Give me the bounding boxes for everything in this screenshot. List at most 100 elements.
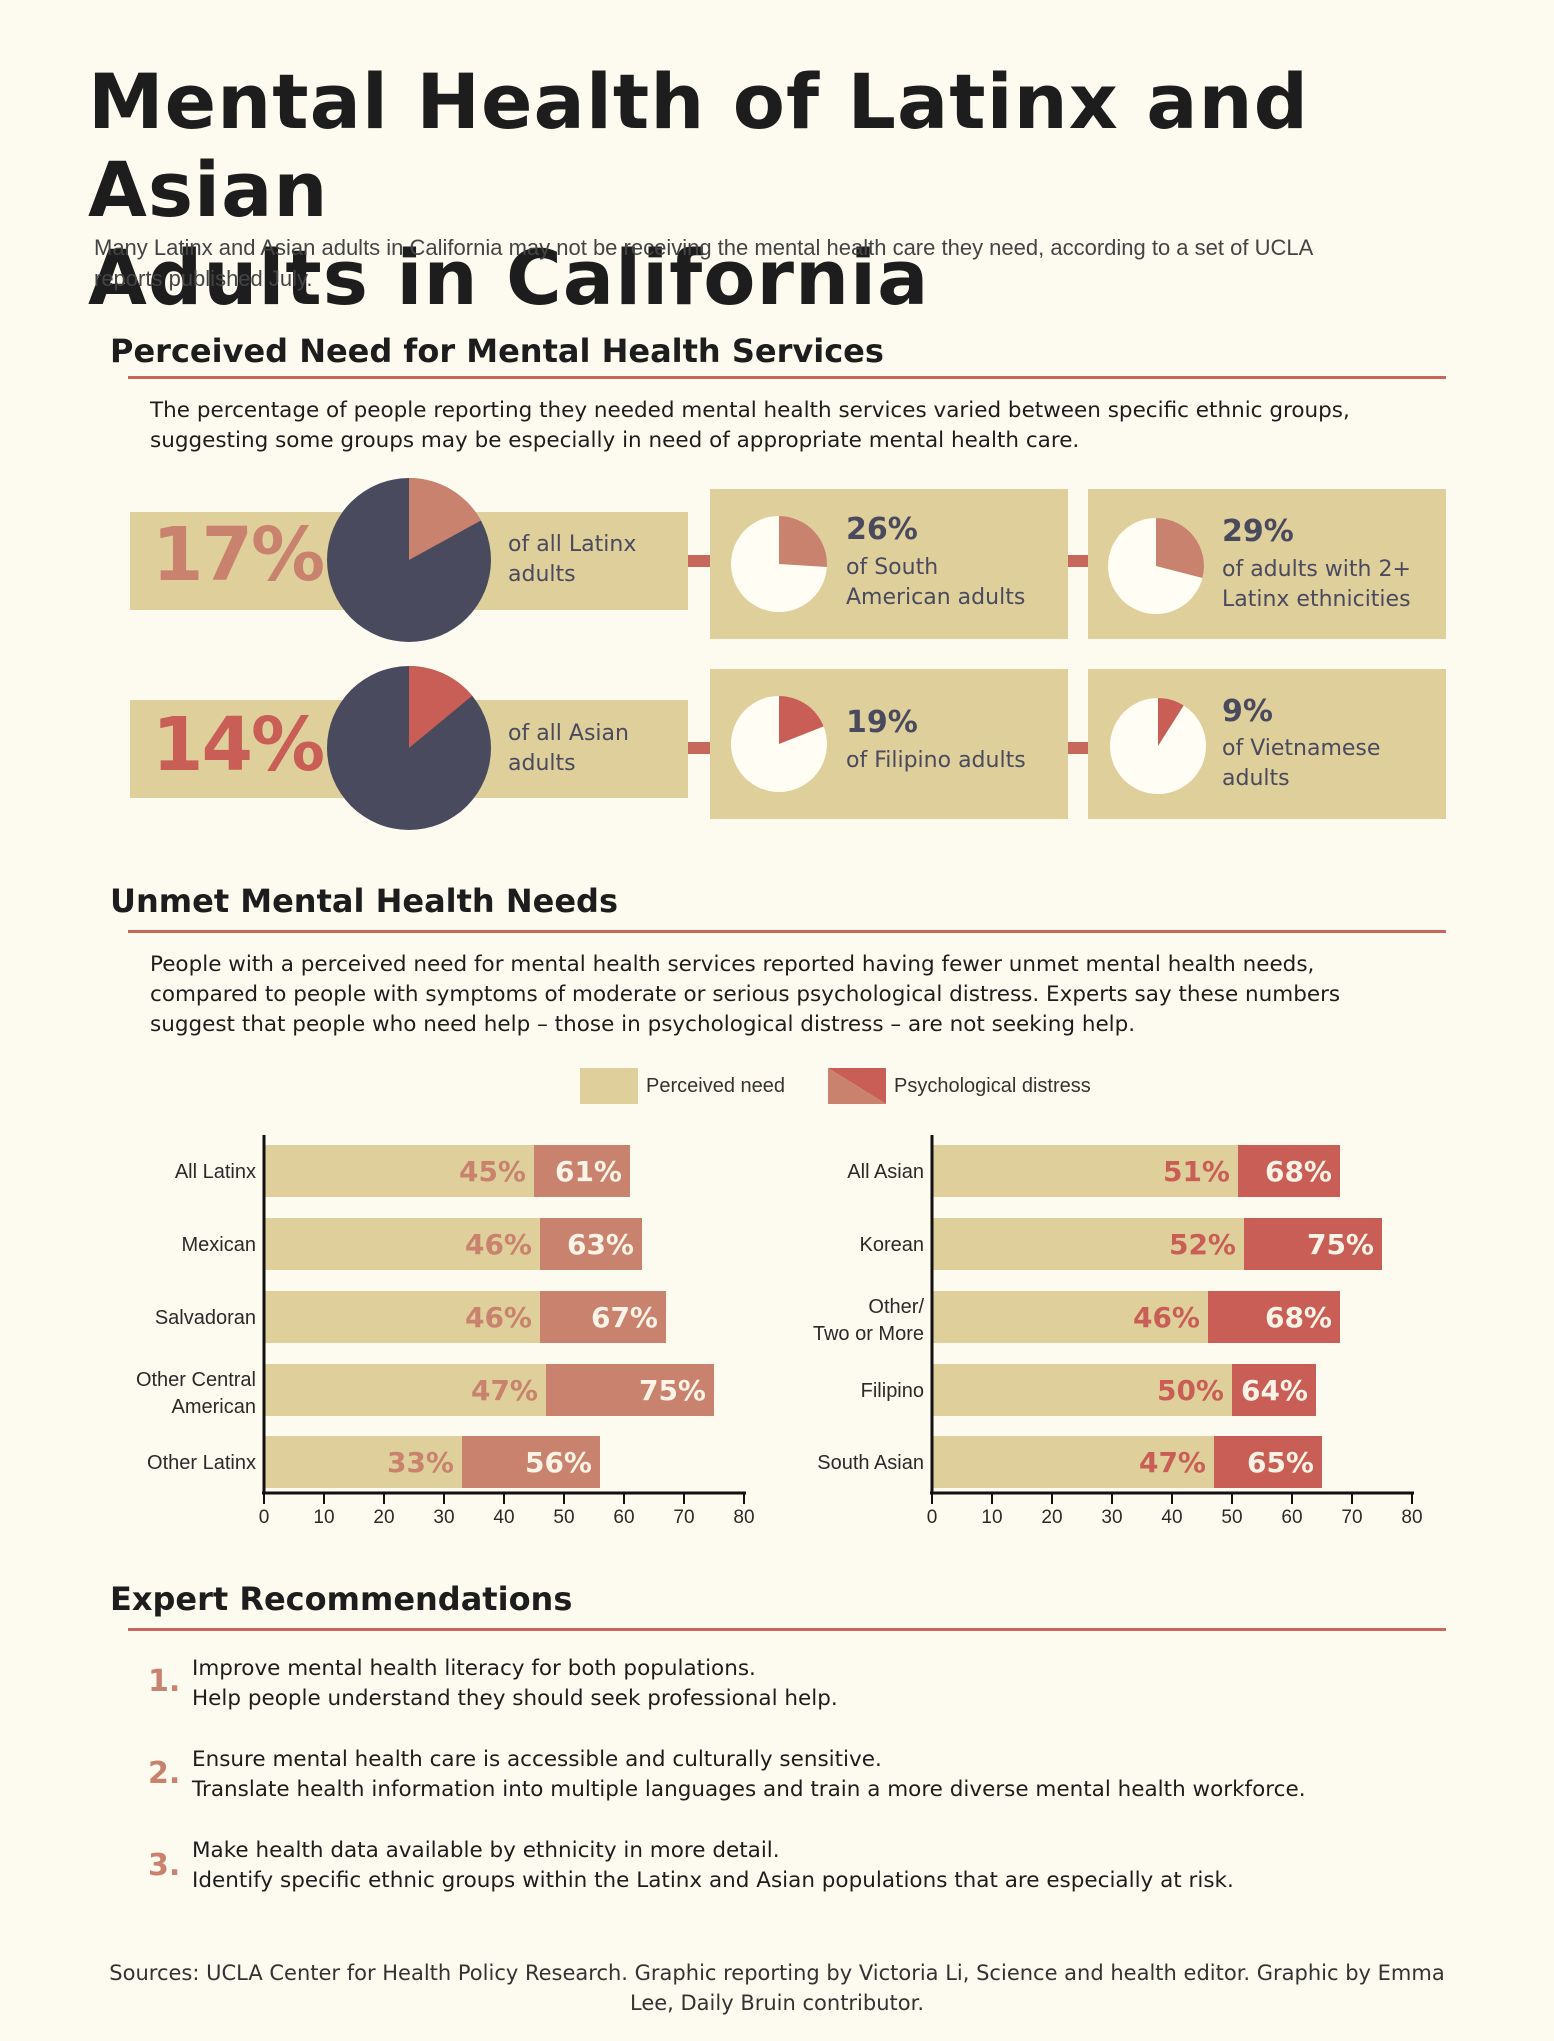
pie-slice (409, 666, 473, 748)
data-label-perceived: 47% (1139, 1446, 1206, 1479)
legend-label-perceived: Perceived need (646, 1075, 785, 1097)
section-rule (128, 1628, 1446, 1631)
bar-psychological-distress (462, 1436, 600, 1488)
x-tick-label: 70 (1341, 1507, 1362, 1528)
latinx-main-percent: 17% (152, 512, 325, 598)
latinx-2plus-label: of adults with 2+ Latinx ethnicities (1222, 557, 1411, 612)
x-tick-label: 30 (1101, 1507, 1122, 1528)
data-label-distress: 63% (567, 1228, 634, 1261)
bar-perceived-need (932, 1436, 1214, 1488)
connector (1068, 555, 1088, 567)
bar-perceived-need (932, 1291, 1208, 1343)
vietnamese-percent: 9% (1222, 694, 1273, 729)
data-label-perceived: 47% (471, 1374, 538, 1407)
section-description-perceived-need: The percentage of people reporting they … (150, 398, 1350, 453)
data-label-distress: 61% (555, 1155, 622, 1188)
category-label: Other Central (136, 1369, 256, 1391)
x-tick-label: 0 (927, 1507, 938, 1528)
recommendation-line-1: Ensure mental health care is accessible … (192, 1747, 882, 1772)
category-label: Korean (860, 1234, 925, 1256)
data-label-perceived: 52% (1169, 1228, 1236, 1261)
data-label-distress: 75% (639, 1374, 706, 1407)
connector (688, 742, 710, 754)
data-label-perceived: 50% (1157, 1374, 1224, 1407)
category-label: All Latinx (175, 1161, 256, 1183)
vietnamese-label: of Vietnamese adults (1222, 736, 1381, 791)
bar-perceived-need (932, 1145, 1238, 1197)
data-label-perceived: 46% (465, 1301, 532, 1334)
bar-perceived-need (264, 1364, 546, 1416)
bar-psychological-distress (540, 1291, 666, 1343)
legend-label-distress: Psychological distress (894, 1075, 1091, 1097)
recommendation-line-2: Help people understand they should seek … (192, 1686, 838, 1711)
latinx-2plus-percent: 29% (1222, 514, 1294, 549)
bar-psychological-distress (1232, 1364, 1316, 1416)
title-line-2: Adults in California (88, 233, 930, 322)
legend-swatch-salmon (828, 1068, 886, 1104)
pie-slice (779, 696, 824, 744)
latinx-main-pie (327, 478, 491, 642)
data-label-perceived: 51% (1163, 1155, 1230, 1188)
recommendation-text: Make health data available by ethnicity … (192, 1836, 1442, 1896)
latinx-2plus-pie (1108, 518, 1204, 614)
section-heading-perceived-need: Perceived Need for Mental Health Service… (110, 332, 884, 370)
pie-slice (1156, 518, 1204, 578)
recommendation-text: Ensure mental health care is accessible … (192, 1745, 1442, 1805)
category-label: Mexican (182, 1234, 256, 1256)
x-tick-label: 20 (1041, 1507, 1062, 1528)
x-tick-label: 10 (313, 1507, 334, 1528)
x-tick-label: 50 (553, 1507, 574, 1528)
x-tick-label: 10 (981, 1507, 1002, 1528)
filipino-percent: 19% (846, 705, 918, 740)
recommendation-number: 1. (148, 1664, 181, 1699)
section-heading-unmet-needs: Unmet Mental Health Needs (110, 882, 618, 920)
legend-swatch-perceived (580, 1068, 638, 1104)
south-american-percent: 26% (846, 512, 918, 547)
category-label: Filipino (861, 1380, 924, 1402)
pie-slice (409, 478, 481, 560)
filipino-label: of Filipino adults (846, 748, 1026, 773)
recommendation-line-2: Identify specific ethnic groups within t… (192, 1868, 1234, 1893)
south-american-pie (731, 516, 828, 612)
legend-swatch-distress (828, 1068, 886, 1104)
x-tick-label: 60 (1281, 1507, 1302, 1528)
bar-perceived-need (264, 1145, 534, 1197)
category-label: All Asian (847, 1161, 924, 1183)
data-label-distress: 65% (1247, 1446, 1314, 1479)
asian-main-label: of all Asian adults (508, 721, 629, 776)
data-label-perceived: 33% (387, 1446, 454, 1479)
data-label-perceived: 45% (459, 1155, 526, 1188)
category-label: American (172, 1396, 256, 1418)
bar-psychological-distress (546, 1364, 714, 1416)
title-line-1: Mental Health of Latinx and Asian (88, 57, 1309, 234)
recommendation-line-1: Make health data available by ethnicity … (192, 1838, 780, 1863)
data-label-perceived: 46% (1133, 1301, 1200, 1334)
data-label-distress: 64% (1241, 1374, 1308, 1407)
category-label: Other Latinx (147, 1452, 256, 1474)
bar-perceived-need (264, 1436, 462, 1488)
connector (688, 555, 710, 567)
data-label-distress: 68% (1265, 1301, 1332, 1334)
category-label: Other/ (868, 1296, 924, 1318)
connector (1068, 742, 1088, 754)
data-label-distress: 56% (525, 1446, 592, 1479)
recommendation-text: Improve mental health literacy for both … (192, 1654, 1442, 1714)
data-label-distress: 68% (1265, 1155, 1332, 1188)
vietnamese-pie (1110, 698, 1206, 794)
category-label: Two or More (813, 1323, 924, 1345)
section-description-unmet-needs: People with a perceived need for mental … (150, 952, 1341, 1037)
x-tick-label: 60 (613, 1507, 634, 1528)
bar-perceived-need (932, 1218, 1244, 1270)
x-tick-label: 40 (493, 1507, 514, 1528)
bar-psychological-distress (540, 1218, 642, 1270)
x-tick-label: 20 (373, 1507, 394, 1528)
bar-perceived-need (264, 1218, 540, 1270)
recommendation-line-2: Translate health information into multip… (192, 1777, 1306, 1802)
x-tick-label: 80 (733, 1507, 754, 1528)
latinx-main-label: of all Latinx adults (508, 532, 637, 587)
section-rule (128, 930, 1446, 933)
asian-bar-chart: 51% 68% All Asian 52% 75% Korean 46% 68% Other/T… (813, 1135, 1423, 1528)
bar-psychological-distress (1208, 1291, 1340, 1343)
recommendation-number: 2. (148, 1756, 181, 1791)
sources: Sources: UCLA Center for Health Policy R… (109, 1961, 1445, 2015)
